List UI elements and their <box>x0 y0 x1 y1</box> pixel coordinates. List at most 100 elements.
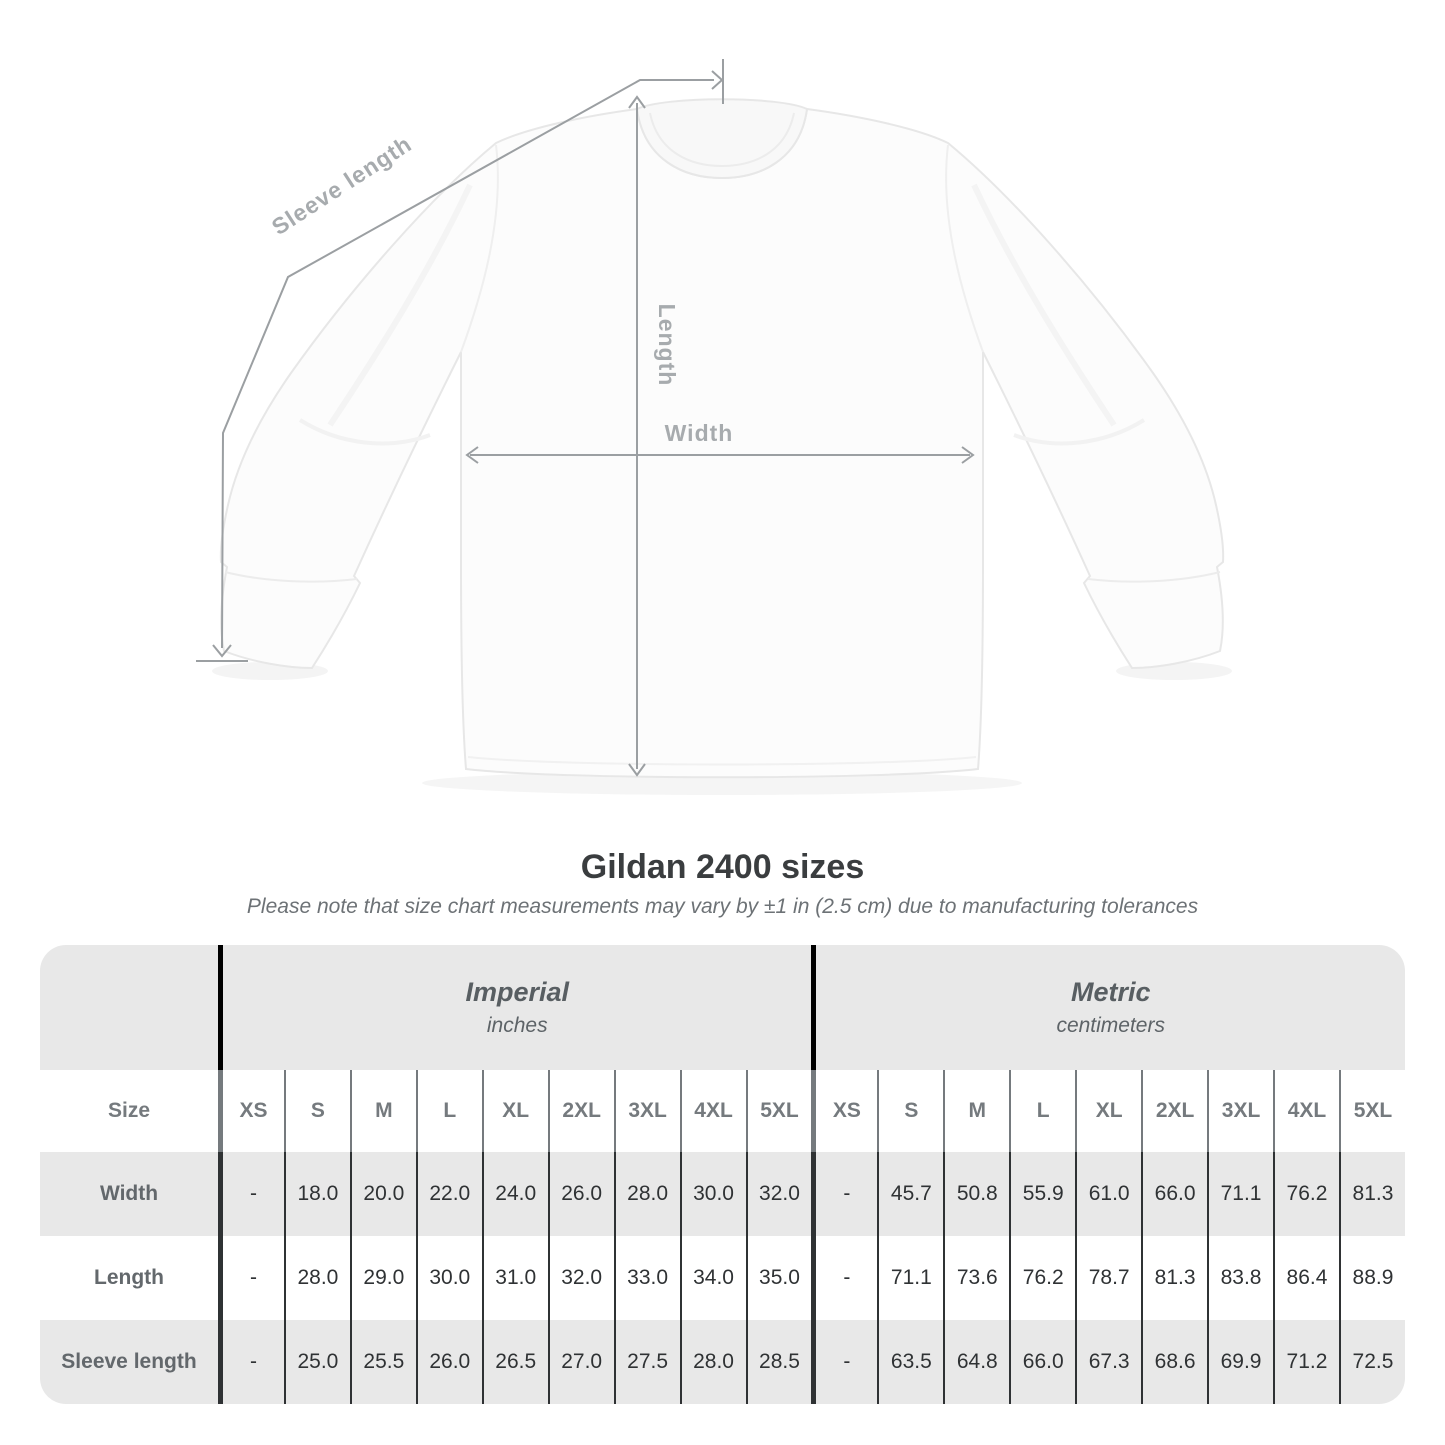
sleeve-fold-left <box>327 183 473 427</box>
size-value-cell: - <box>811 1152 878 1236</box>
size-col-header: XL <box>1075 1070 1142 1152</box>
size-value-cell: - <box>811 1236 878 1320</box>
size-value-cell: - <box>218 1320 284 1404</box>
size-value-cell: 32.0 <box>745 1152 812 1236</box>
page-title: Gildan 2400 sizes <box>580 848 865 886</box>
size-value-cell: 22.0 <box>415 1152 482 1236</box>
size-col-header: XL <box>481 1070 548 1152</box>
size-value-cell: 27.0 <box>547 1320 614 1404</box>
size-value-cell: 88.9 <box>1338 1236 1405 1320</box>
size-col-header: 4XL <box>679 1070 746 1152</box>
imperial-label: Imperial <box>465 977 569 1007</box>
sleeve-fold-right <box>971 183 1117 427</box>
size-col-header: 3XL <box>1207 1070 1273 1152</box>
size-value-cell: 18.0 <box>283 1152 350 1236</box>
size-value-cell: 26.0 <box>415 1320 482 1404</box>
size-col-header: 3XL <box>613 1070 680 1152</box>
size-col-header: L <box>415 1070 482 1152</box>
size-column-header: Size <box>40 1070 218 1152</box>
width-label: Width <box>665 420 734 446</box>
table-row-width: Width - 18.0 20.0 22.0 24.0 26.0 28.0 30… <box>40 1152 1405 1236</box>
size-col-header: 5XL <box>1338 1070 1405 1152</box>
size-col-header: L <box>1009 1070 1076 1152</box>
size-value-cell: 28.0 <box>283 1236 350 1320</box>
size-value-cell: 28.5 <box>745 1320 812 1404</box>
collar-inner-seam <box>649 112 795 168</box>
size-col-header: S <box>283 1070 350 1152</box>
size-value-cell: - <box>218 1236 284 1320</box>
size-col-header: 4XL <box>1273 1070 1339 1152</box>
size-value-cell: 28.0 <box>679 1320 746 1404</box>
size-value-cell: 35.0 <box>745 1236 812 1320</box>
unit-group-metric: Metric centimeters <box>811 945 1405 1070</box>
size-value-cell: 50.8 <box>943 1152 1010 1236</box>
length-measure <box>628 95 646 777</box>
size-value-cell: 31.0 <box>481 1236 548 1320</box>
size-value-cell: 25.5 <box>349 1320 416 1404</box>
size-value-cell: 34.0 <box>679 1236 746 1320</box>
unit-band-corner <box>40 945 218 1070</box>
size-value-cell: 66.0 <box>1141 1152 1208 1236</box>
size-value-cell: 86.4 <box>1273 1236 1339 1320</box>
size-value-cell: 72.5 <box>1338 1320 1405 1404</box>
size-col-header: M <box>943 1070 1010 1152</box>
size-value-cell: - <box>218 1152 284 1236</box>
size-value-cell: 61.0 <box>1075 1152 1142 1236</box>
table-row-length: Length - 28.0 29.0 30.0 31.0 32.0 33.0 3… <box>40 1236 1405 1320</box>
size-value-cell: 71.2 <box>1273 1320 1339 1404</box>
cuff-seam-left <box>224 571 358 583</box>
size-value-cell: 33.0 <box>613 1236 680 1320</box>
size-col-header: XS <box>218 1070 284 1152</box>
size-value-cell: 28.0 <box>613 1152 680 1236</box>
size-value-cell: 68.6 <box>1141 1320 1208 1404</box>
length-label: Length <box>654 304 680 387</box>
shirt-shadow <box>422 771 1022 795</box>
elbow-fold-right <box>1013 418 1146 446</box>
sleeve-length-label: Sleeve length <box>267 130 416 240</box>
size-value-cell: 78.7 <box>1075 1236 1142 1320</box>
size-value-cell: 26.0 <box>547 1152 614 1236</box>
table-row-sleeve-length: Sleeve length - 25.0 25.5 26.0 26.5 27.0… <box>40 1320 1405 1404</box>
size-value-cell: 83.8 <box>1207 1236 1273 1320</box>
size-value-cell: 76.2 <box>1273 1152 1339 1236</box>
size-header-row: Size XS S M L XL 2XL 3XL 4XL 5XL XS S M … <box>40 1070 1405 1152</box>
size-value-cell: 71.1 <box>877 1236 944 1320</box>
size-value-cell: 76.2 <box>1009 1236 1076 1320</box>
size-value-cell: - <box>811 1320 878 1404</box>
size-col-header: 2XL <box>1141 1070 1208 1152</box>
size-value-cell: 81.3 <box>1141 1236 1208 1320</box>
size-value-cell: 63.5 <box>877 1320 944 1404</box>
size-col-header: M <box>349 1070 416 1152</box>
hem-seam <box>467 756 977 766</box>
size-value-cell: 32.0 <box>547 1236 614 1320</box>
size-value-cell: 55.9 <box>1009 1152 1076 1236</box>
size-value-cell: 29.0 <box>349 1236 416 1320</box>
size-value-cell: 20.0 <box>349 1152 416 1236</box>
size-value-cell: 81.3 <box>1338 1152 1405 1236</box>
cuff-seam-right <box>1087 571 1221 583</box>
width-measure <box>465 446 975 464</box>
size-value-cell: 30.0 <box>679 1152 746 1236</box>
size-value-cell: 69.9 <box>1207 1320 1273 1404</box>
elbow-fold-left <box>298 418 431 446</box>
shirt-size-diagram: Sleeve length Length Width <box>196 59 1232 795</box>
size-value-cell: 66.0 <box>1009 1320 1076 1404</box>
collar <box>635 98 809 180</box>
size-col-header: 5XL <box>745 1070 812 1152</box>
size-value-cell: 64.8 <box>943 1320 1010 1404</box>
size-value-cell: 25.0 <box>283 1320 350 1404</box>
imperial-sublabel: inches <box>486 1014 548 1037</box>
metric-sublabel: centimeters <box>1056 1014 1165 1037</box>
metric-label: Metric <box>1070 977 1151 1007</box>
size-col-header: S <box>877 1070 944 1152</box>
size-col-header: XS <box>811 1070 878 1152</box>
size-value-cell: 30.0 <box>415 1236 482 1320</box>
size-value-cell: 24.0 <box>481 1152 548 1236</box>
size-table: Imperial inches Metric centimeters Size … <box>40 945 1405 1404</box>
armhole-seam-right <box>945 144 984 353</box>
size-value-cell: 71.1 <box>1207 1152 1273 1236</box>
unit-band-row: Imperial inches Metric centimeters <box>40 945 1405 1070</box>
shirt-outline <box>219 107 1225 779</box>
row-label: Width <box>40 1152 218 1236</box>
